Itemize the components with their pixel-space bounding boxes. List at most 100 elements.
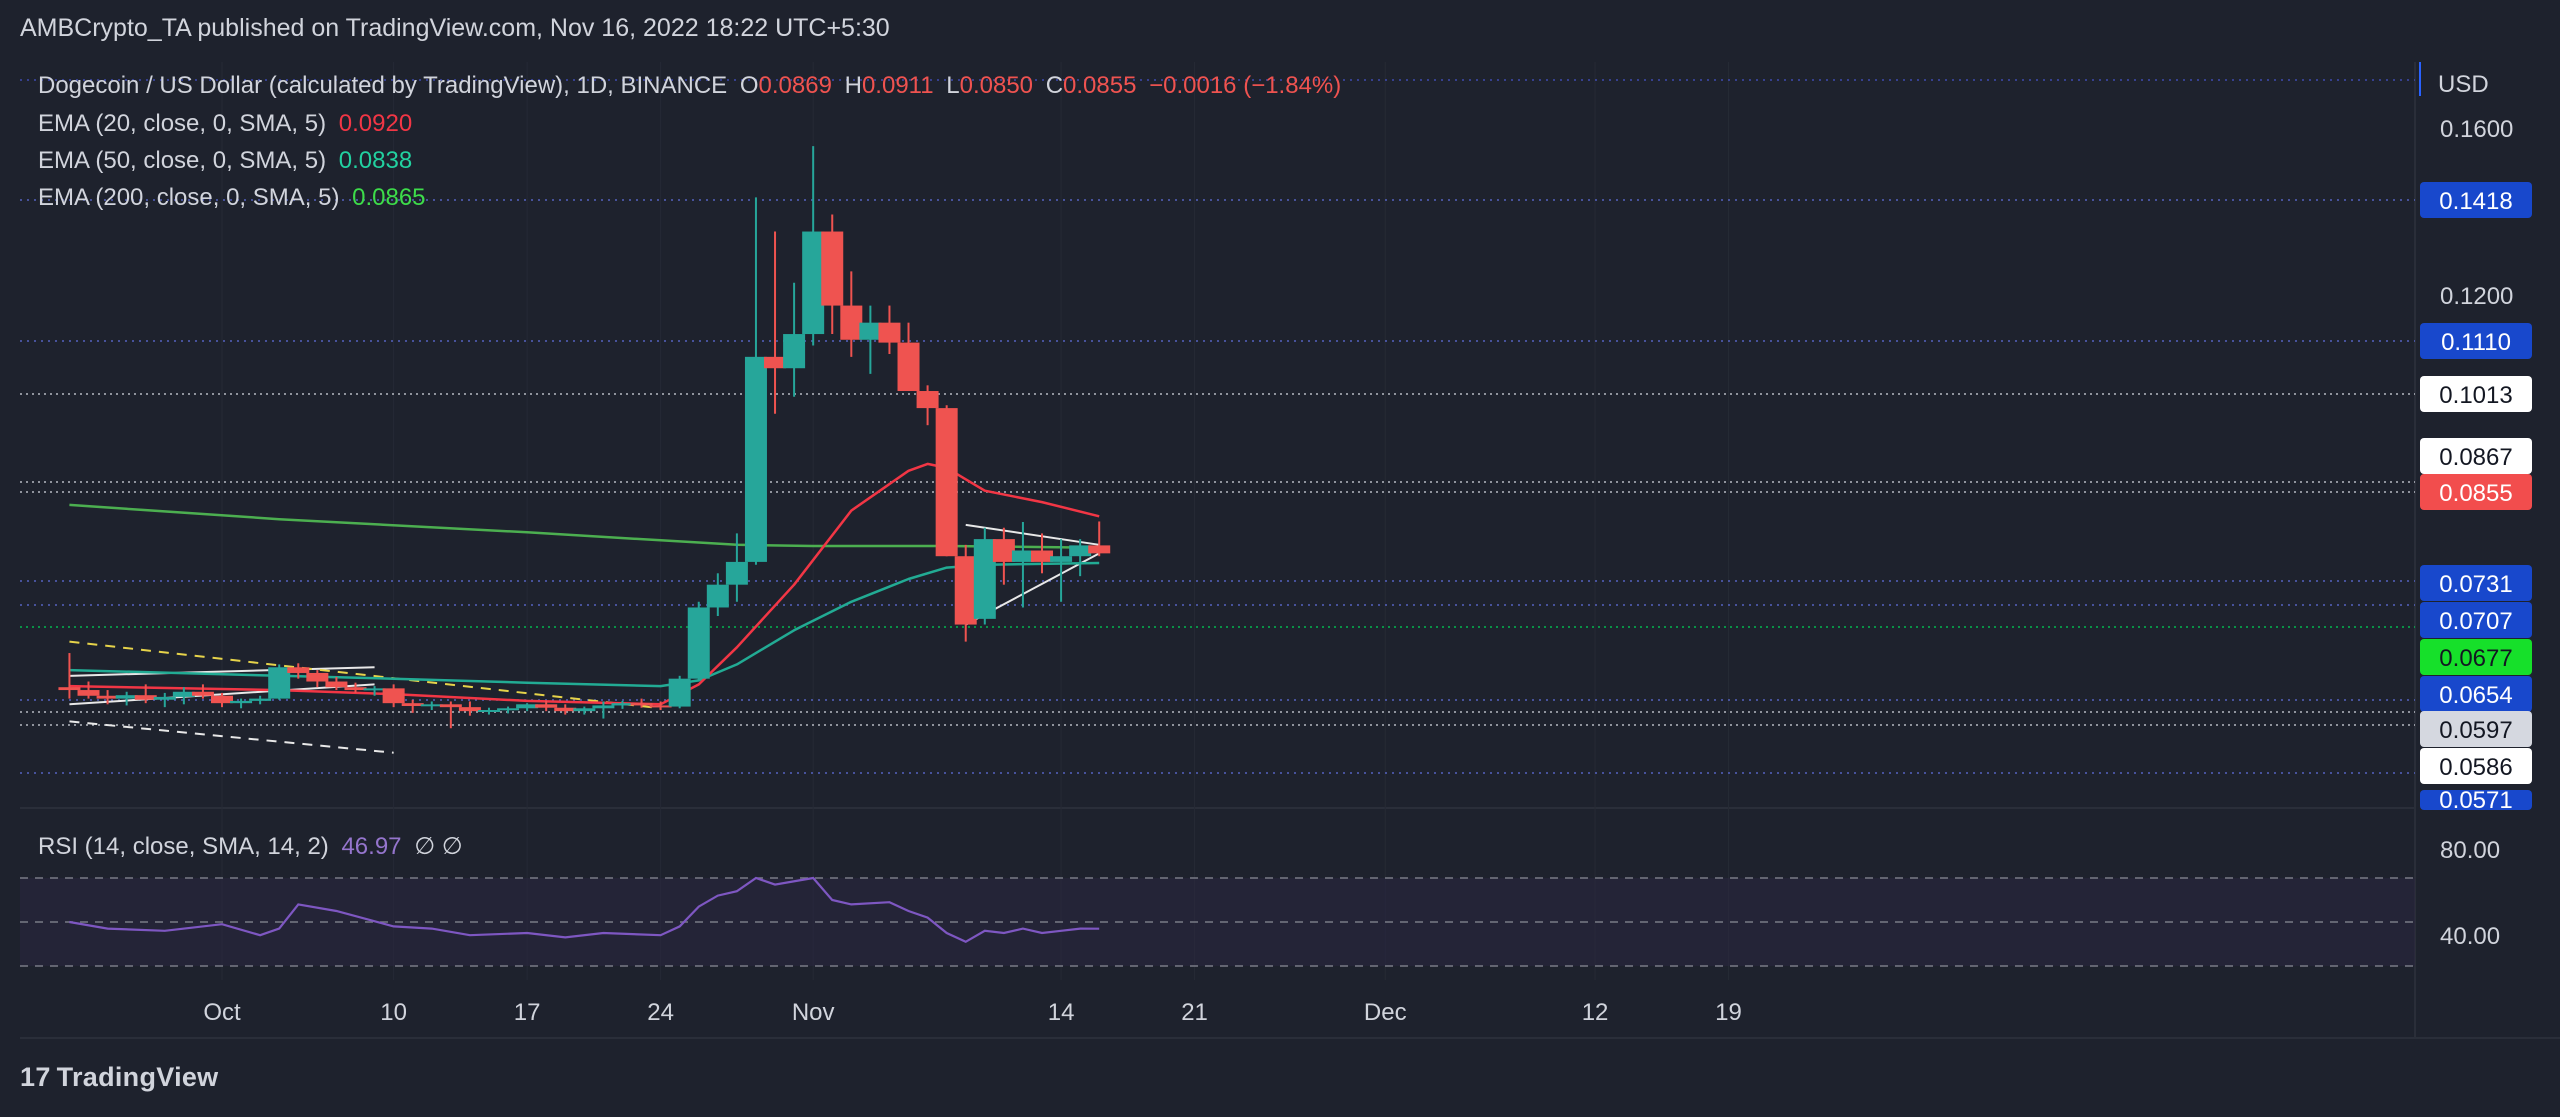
price-badge [2420,711,2532,747]
price-badge [2420,639,2532,675]
tradingview-logo[interactable]: 17 TradingView [20,1062,219,1093]
price-badge [2420,602,2532,638]
close-label: C [1045,72,1064,99]
price-badge-label: 0.1013 [2439,382,2512,409]
price-badge [2420,474,2532,510]
candle [401,699,424,713]
price-badge [2420,790,2532,810]
ema50-value: 0.0838 [338,147,413,174]
ema200-legend[interactable]: EMA (200, close, 0, SMA, 5) 0.0865 [38,184,432,212]
candle-body [992,539,1015,562]
candle [58,653,81,699]
time-tick-label: 21 [1181,999,1208,1026]
candle-body [497,708,520,711]
currency-label: USD [2438,71,2489,98]
candle-body [573,708,596,712]
time-tick-label: 10 [380,999,407,1026]
ema20-legend[interactable]: EMA (20, close, 0, SMA, 5) 0.0920 [38,110,418,138]
candle [725,533,748,602]
price-badge-label: 0.0586 [2439,754,2512,781]
candle-body [725,561,748,585]
candle [77,681,100,699]
candle [687,601,710,682]
time-tick-label: 14 [1048,999,1075,1026]
rsi-legend[interactable]: RSI (14, close, SMA, 14, 2) 46.97 ∅ ∅ [38,832,469,861]
candle [96,690,119,705]
candle-body [840,305,863,340]
candle [287,663,310,679]
candle-body [1011,550,1034,562]
candle-body [268,667,291,699]
candle [325,676,348,691]
rsi-value: 46.97 [341,833,402,860]
ema20-line [69,462,1100,706]
candle-body [153,696,176,700]
rsi-line [69,876,1100,944]
ema200-label: EMA (200, close, 0, SMA, 5) [38,184,340,211]
dashed-support-line [69,720,394,754]
candle-body [249,698,272,701]
open-value: 0.0869 [758,72,832,99]
candle [668,675,691,709]
ema20-label: EMA (20, close, 0, SMA, 5) [38,110,327,137]
ema-lines [69,462,1100,706]
time-tick-label: 17 [514,999,541,1026]
candle [230,698,253,709]
candle-body [211,695,233,704]
price-levels [20,79,2415,774]
candle-body [115,695,138,699]
candle-body [611,703,634,706]
candle-body [897,342,920,392]
time-tick-label: 19 [1715,999,1742,1026]
candle-body [592,705,615,709]
candle [420,701,443,710]
ema200-value: 0.0865 [352,184,426,211]
candle-body [764,356,787,369]
candle-body [325,681,348,688]
candle-body [344,687,367,691]
candle-body [954,556,977,625]
candle [382,684,405,708]
price-badge-label: 0.0571 [2439,787,2512,814]
ema50-legend[interactable]: EMA (50, close, 0, SMA, 5) 0.0838 [38,147,418,175]
trendline-drawings[interactable] [69,523,1100,754]
channel-upper-line [69,666,375,677]
price-badge [2420,565,2532,601]
candle-body [1031,550,1054,562]
price-badge [2420,182,2532,218]
candle [1011,522,1034,608]
candle-body [96,695,119,699]
candle-body [783,334,806,369]
ema20-value: 0.0920 [338,110,413,137]
candle [935,405,958,557]
candle-body [878,322,901,343]
ema200-line [69,503,1100,549]
rsi-pane [20,876,2415,967]
candles [58,146,1111,729]
candle [649,701,672,710]
candle [554,704,577,715]
price-badge [2420,676,2532,712]
rsi-tick-label: 40.00 [2440,923,2500,950]
candle-body [172,691,195,697]
candle-body [687,607,710,679]
candle [840,271,863,357]
symbol-title: Dogecoin / US Dollar (calculated by Trad… [38,72,728,99]
candle-body [287,667,310,673]
price-tick-label: 0.1600 [2440,116,2513,143]
time-tick-label: Oct [203,999,241,1026]
publish-header: AMBCrypto_TA published on TradingView.co… [20,14,890,42]
candle-body [58,687,81,691]
candle-body [230,700,253,704]
close-value: 0.0855 [1063,72,1137,99]
candle [211,692,233,708]
symbol-legend[interactable]: Dogecoin / US Dollar (calculated by Trad… [38,72,1347,100]
price-badge-label: 0.0855 [2439,480,2512,507]
candle-body [916,391,939,409]
candle-body [306,672,329,682]
candle [344,682,367,693]
rsi-tick-label: 80.00 [2440,837,2500,864]
price-badge-label: 0.1418 [2439,188,2512,215]
candle [954,544,977,642]
